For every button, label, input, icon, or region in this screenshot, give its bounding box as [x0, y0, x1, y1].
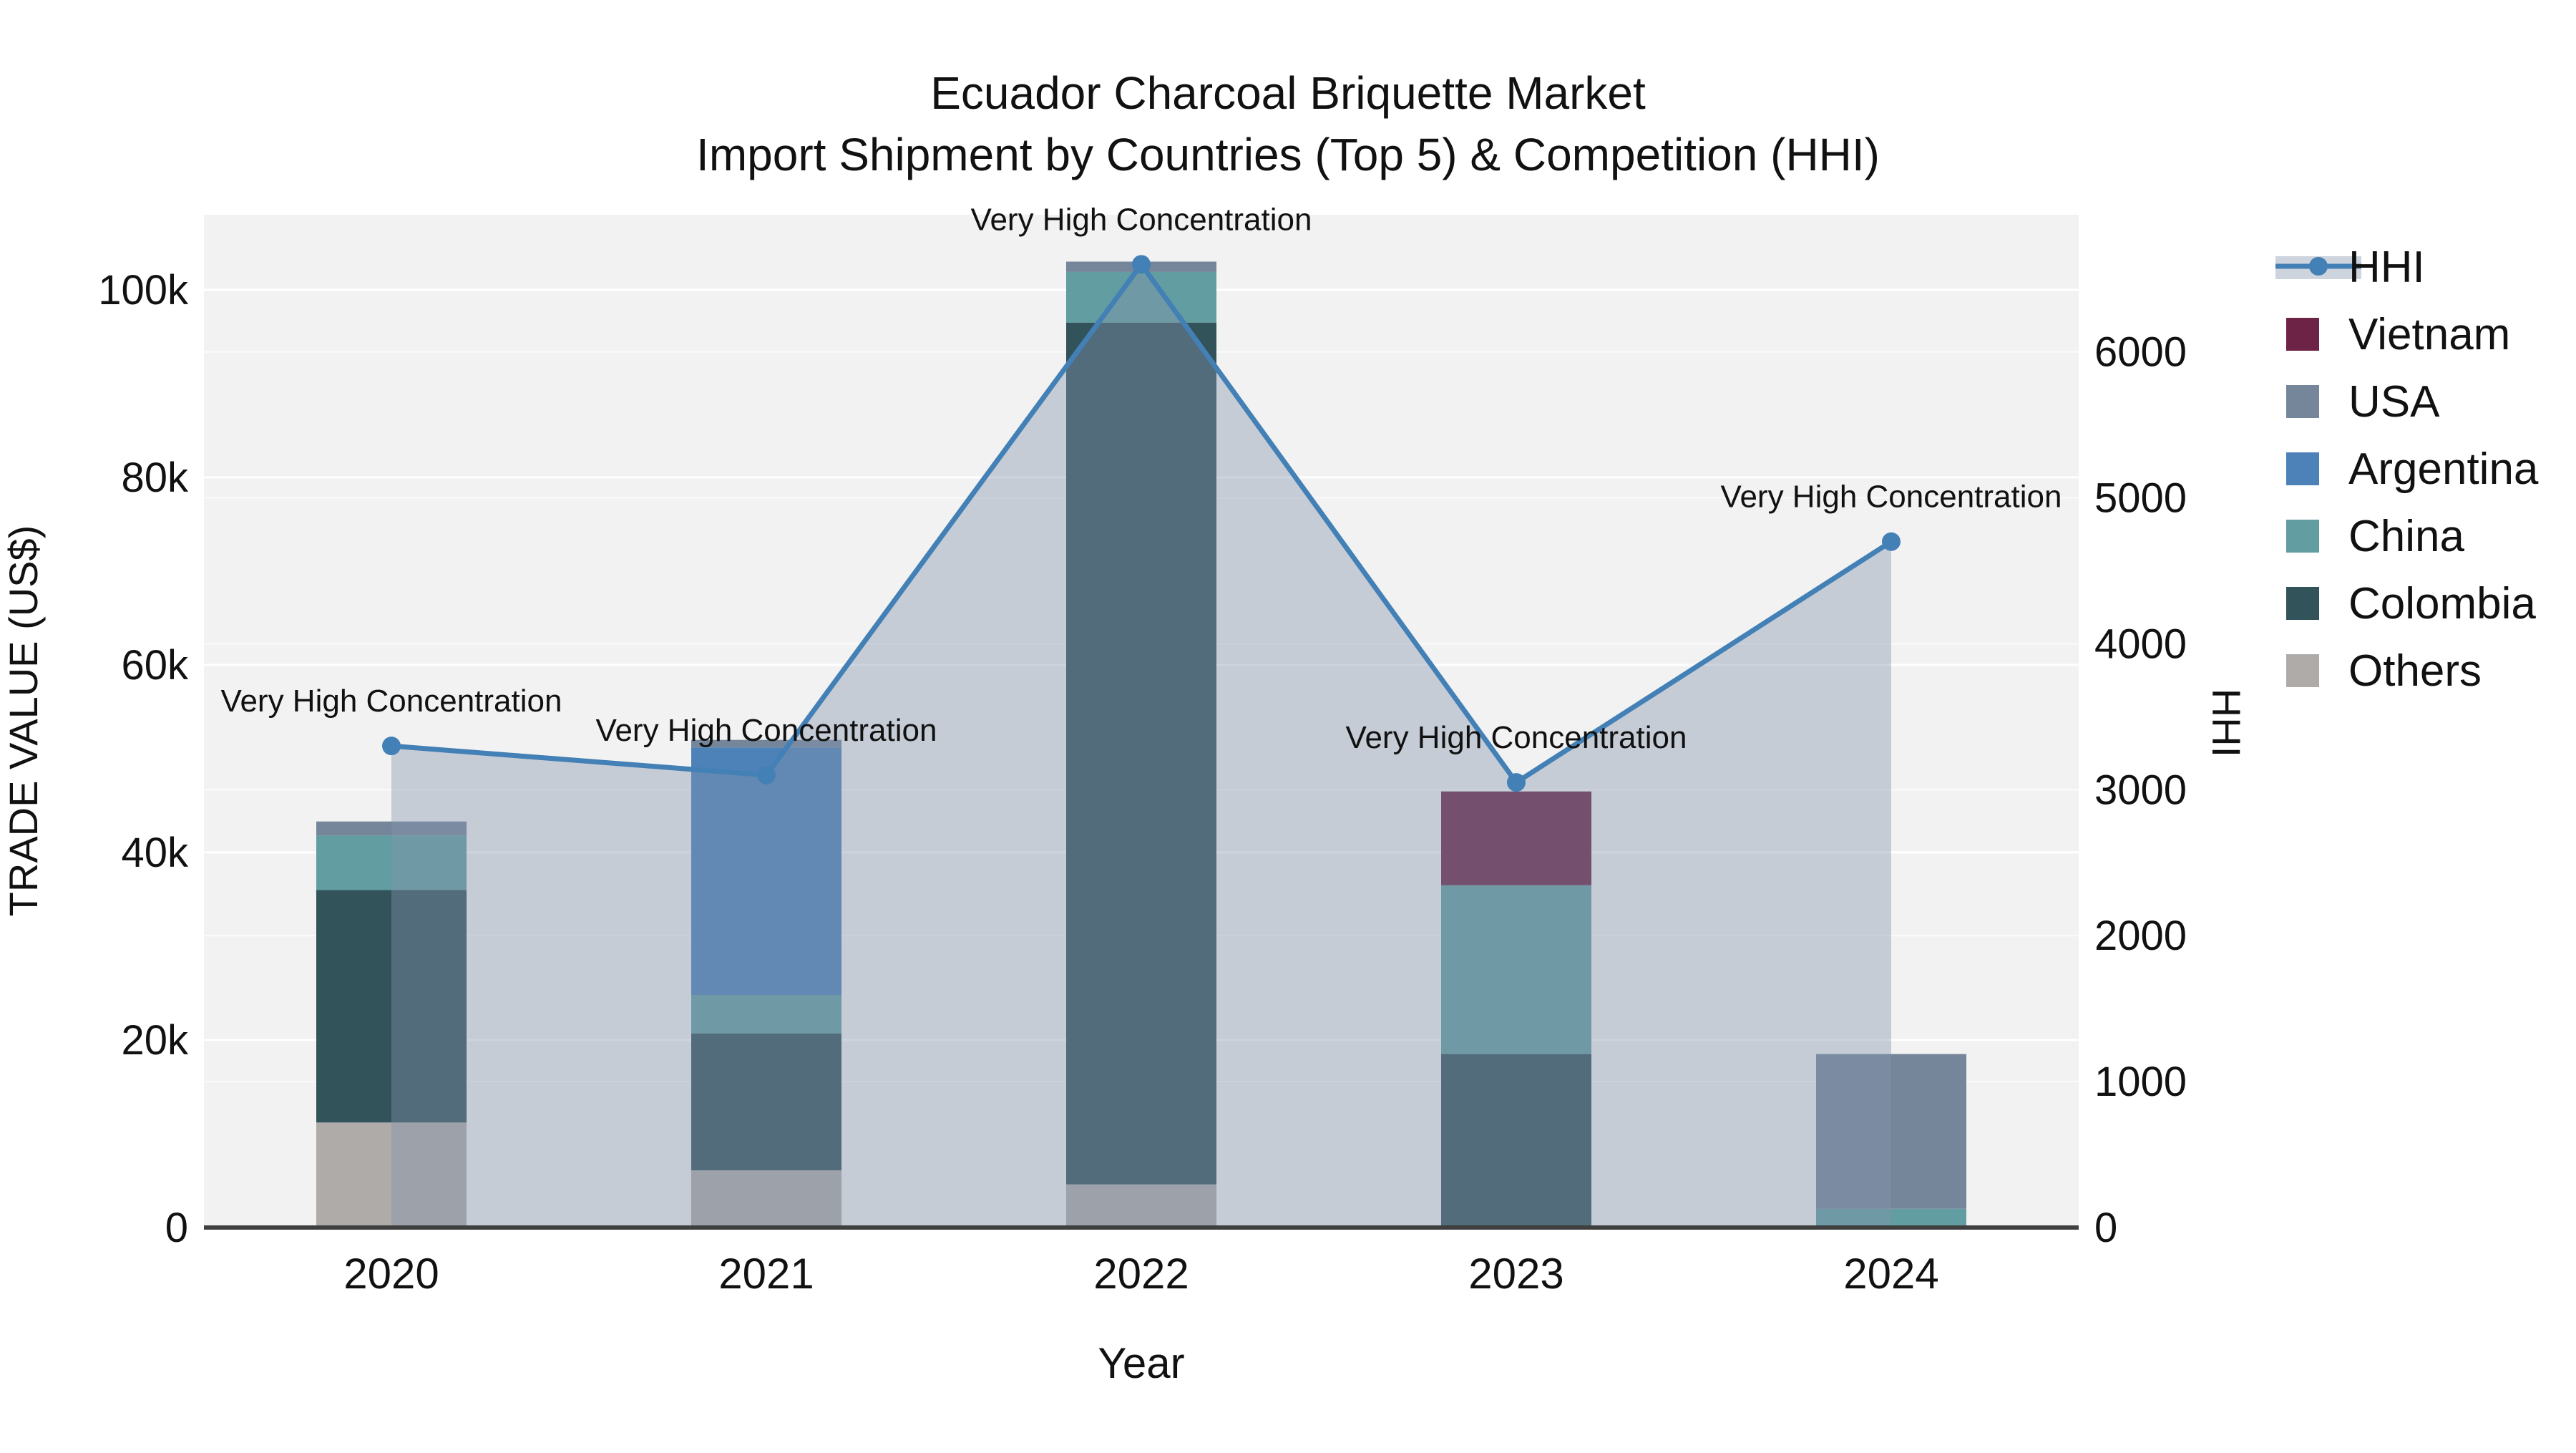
bar-segment-2021-usa[interactable] [691, 739, 841, 748]
y-left-tick-20k: 20k [121, 1017, 189, 1064]
y-left-tick-labels: 0 20k 40k 60k 80k 100k [98, 267, 189, 1251]
legend: HHI Vietnam USA Argentina China Colombia Other… [2275, 243, 2539, 696]
bar-segment-2021-others[interactable] [691, 1170, 841, 1228]
x-tick-2021: 2021 [718, 1250, 814, 1298]
legend-label-usa: USA [2348, 377, 2440, 427]
y-right-tick-0: 0 [2094, 1205, 2117, 1251]
legend-item-usa[interactable]: USA [2286, 377, 2440, 427]
legend-swatch-others [2286, 654, 2319, 687]
legend-swatch-argentina [2286, 452, 2319, 485]
legend-swatch-vietnam [2286, 318, 2319, 351]
annotation-2024: Very High Concentration [1721, 480, 2062, 515]
legend-item-colombia[interactable]: Colombia [2286, 579, 2536, 628]
hhi-point-2022[interactable] [1132, 255, 1151, 274]
legend-item-argentina[interactable]: Argentina [2286, 444, 2539, 494]
hhi-point-2023[interactable] [1507, 773, 1526, 792]
bar-segment-2021-china[interactable] [691, 995, 841, 1034]
y-left-tick-100k: 100k [98, 267, 189, 314]
legend-label-others: Others [2348, 646, 2482, 696]
bar-segment-2023-vietnam[interactable] [1441, 791, 1591, 885]
annotations: Very High Concentration Very High Concent… [221, 202, 2062, 755]
y-left-tick-80k: 80k [121, 455, 189, 501]
legend-label-argentina: Argentina [2348, 444, 2539, 494]
legend-item-china[interactable]: China [2286, 512, 2465, 561]
y-right-tick-1000: 1000 [2094, 1059, 2187, 1105]
legend-item-hhi[interactable]: HHI [2275, 243, 2425, 292]
legend-item-vietnam[interactable]: Vietnam [2286, 310, 2510, 359]
bar-segment-2024-usa[interactable] [1816, 1054, 1966, 1209]
bar-segment-2020-usa[interactable] [316, 821, 467, 836]
annotation-2021: Very High Concentration [596, 713, 937, 748]
annotation-2020: Very High Concentration [221, 684, 562, 719]
legend-item-others[interactable]: Others [2286, 646, 2482, 696]
chart-title-line2: Import Shipment by Countries (Top 5) & C… [696, 129, 1880, 180]
legend-label-colombia: Colombia [2348, 579, 2536, 628]
bar-segment-2024-china[interactable] [1816, 1208, 1966, 1228]
annotation-2023: Very High Concentration [1346, 720, 1687, 755]
stacked-bars [316, 261, 1966, 1228]
y-right-tick-labels: 0 1000 2000 3000 4000 5000 6000 [2094, 329, 2187, 1251]
hhi-point-2021[interactable] [757, 765, 776, 784]
x-tick-2020: 2020 [343, 1250, 439, 1298]
y-right-axis-title: HHI [2204, 689, 2249, 757]
y-left-tick-40k: 40k [121, 830, 189, 876]
annotation-2022: Very High Concentration [971, 202, 1312, 237]
hhi-area-fill [391, 264, 1891, 1228]
y-left-tick-60k: 60k [121, 642, 189, 689]
bar-segment-2020-colombia[interactable] [316, 890, 467, 1123]
y-right-tick-6000: 6000 [2094, 329, 2187, 376]
x-axis-title: Year [1098, 1339, 1184, 1387]
bar-segment-2021-argentina[interactable] [691, 747, 841, 996]
legend-label-vietnam: Vietnam [2348, 310, 2510, 359]
y-right-tick-3000: 3000 [2094, 767, 2187, 813]
hhi-markers [382, 255, 1901, 792]
y-left-axis-title: TRADE VALUE (US$) [1, 525, 46, 917]
bar-segment-2022-colombia[interactable] [1066, 322, 1216, 1185]
y-right-tick-2000: 2000 [2094, 913, 2187, 959]
legend-label-hhi: HHI [2348, 243, 2425, 292]
bar-segment-2023-china[interactable] [1441, 885, 1591, 1054]
x-tick-2022: 2022 [1093, 1250, 1189, 1298]
x-tick-2023: 2023 [1468, 1250, 1563, 1298]
x-tick-labels: 2020 2021 2022 2023 2024 [343, 1250, 1938, 1298]
legend-swatch-colombia [2286, 587, 2319, 620]
y-right-tick-5000: 5000 [2094, 475, 2187, 522]
bar-segment-2022-china[interactable] [1066, 271, 1216, 323]
bar-segment-2022-others[interactable] [1066, 1184, 1216, 1228]
hhi-point-2020[interactable] [382, 737, 401, 756]
hhi-point-2024[interactable] [1882, 532, 1901, 551]
y-left-tick-0: 0 [165, 1205, 188, 1251]
chart-title-line1: Ecuador Charcoal Briquette Market [930, 67, 1646, 119]
bar-segment-2020-china[interactable] [316, 835, 467, 890]
bar-segment-2020-others[interactable] [316, 1122, 467, 1228]
y-right-tick-4000: 4000 [2094, 621, 2187, 667]
legend-swatch-china [2286, 520, 2319, 553]
legend-swatch-usa [2286, 385, 2319, 418]
bar-segment-2023-colombia[interactable] [1441, 1054, 1591, 1228]
legend-hhi-marker-sample [2309, 257, 2328, 276]
legend-label-china: China [2348, 512, 2465, 561]
x-tick-2024: 2024 [1843, 1250, 1938, 1298]
bar-segment-2021-colombia[interactable] [691, 1033, 841, 1171]
